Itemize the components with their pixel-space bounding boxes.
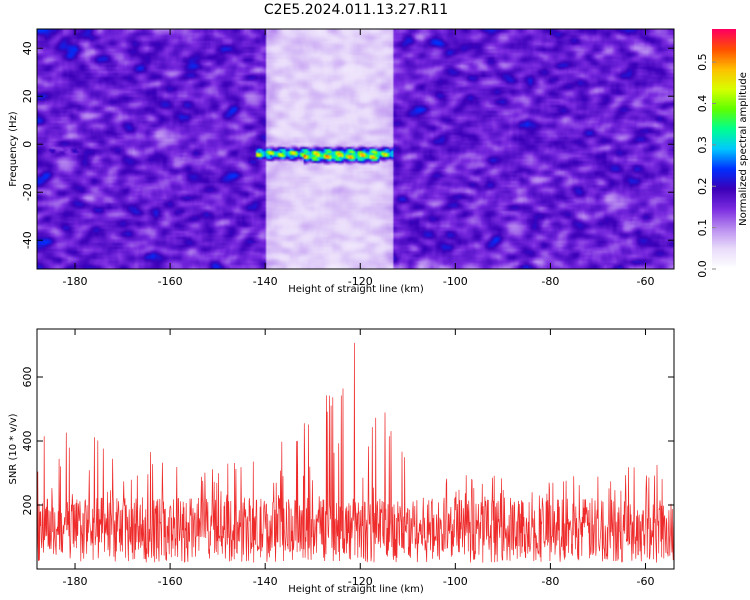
spectrogram-ytick-label: 0 xyxy=(21,141,34,148)
spectrogram-xtick-label: -80 xyxy=(541,275,559,288)
spectrogram-ticks: -180 -160 -140 -120 -100 -80 -60 -40 -20 0 20 40 xyxy=(21,29,674,288)
snr-xtick-label: -140 xyxy=(253,575,278,588)
snr-series-line xyxy=(36,342,675,563)
spectrogram-xtick-label: -160 xyxy=(158,275,183,288)
snr-xtick-label: -180 xyxy=(63,575,88,588)
figure-title: C2E5.2024.011.13.27.R11 xyxy=(264,2,448,18)
spectrogram-ytick-label: -40 xyxy=(21,231,34,249)
colorbar-tick-label: 0.3 xyxy=(696,136,709,154)
snr-ytick-label: 200 xyxy=(21,495,34,516)
snr-xlabel: Height of straight line (km) xyxy=(288,584,424,595)
snr-xtick-label: -120 xyxy=(348,575,373,588)
spectrogram-ytick-label: 20 xyxy=(21,89,34,103)
colorbar-image xyxy=(712,29,736,269)
spectrogram-image xyxy=(37,29,674,269)
snr-xtick-label: -160 xyxy=(158,575,183,588)
colorbar: 0.0 0.1 0.2 0.3 0.4 0.5 Normalized spectral a… xyxy=(696,29,749,278)
snr-trace xyxy=(36,342,675,563)
snr-xtick-label: -80 xyxy=(541,575,559,588)
snr-xtick-label: -100 xyxy=(443,575,468,588)
colorbar-tick-label: 0.1 xyxy=(696,219,709,237)
colorbar-tick-label: 0.0 xyxy=(696,260,709,278)
spectrogram-xtick-label: -180 xyxy=(63,275,88,288)
spectrogram-panel: -180 -160 -140 -120 -100 -80 -60 -40 -20 0 20 40 He… xyxy=(8,28,675,295)
snr-xtick-label: -60 xyxy=(636,575,654,588)
spectrogram-xlabel: Height of straight line (km) xyxy=(288,284,424,295)
spectrogram-ylabel: Frequency (Hz) xyxy=(8,111,19,187)
spectrogram-xtick-label: -120 xyxy=(348,275,373,288)
snr-panel: -180 -160 -140 -120 -100 -80 -60 200 400 600 Heig… xyxy=(8,328,675,595)
colorbar-ticks: 0.0 0.1 0.2 0.3 0.4 0.5 xyxy=(696,53,716,278)
snr-ylabel: SNR (10 * v/v) xyxy=(8,413,19,484)
snr-frame xyxy=(36,328,675,570)
spectrogram-xtick-label: -60 xyxy=(636,275,654,288)
spectrogram-xtick-label: -100 xyxy=(443,275,468,288)
spectrogram-frame xyxy=(36,28,675,270)
snr-ticks: -180 -160 -140 -120 -100 -80 -60 200 400 600 xyxy=(21,329,674,588)
colorbar-tick-label: 0.5 xyxy=(696,53,709,71)
snr-ytick-label: 600 xyxy=(21,367,34,388)
colorbar-label: Normalized spectral amplitude xyxy=(738,72,749,226)
spectrogram-ytick-label: 40 xyxy=(21,41,34,55)
colorbar-tick-label: 0.4 xyxy=(696,95,709,113)
colorbar-tick-label: 0.2 xyxy=(696,177,709,195)
snr-ytick-label: 400 xyxy=(21,431,34,452)
spectrogram-ytick-label: -20 xyxy=(21,183,34,201)
spectrogram-xtick-label: -140 xyxy=(253,275,278,288)
